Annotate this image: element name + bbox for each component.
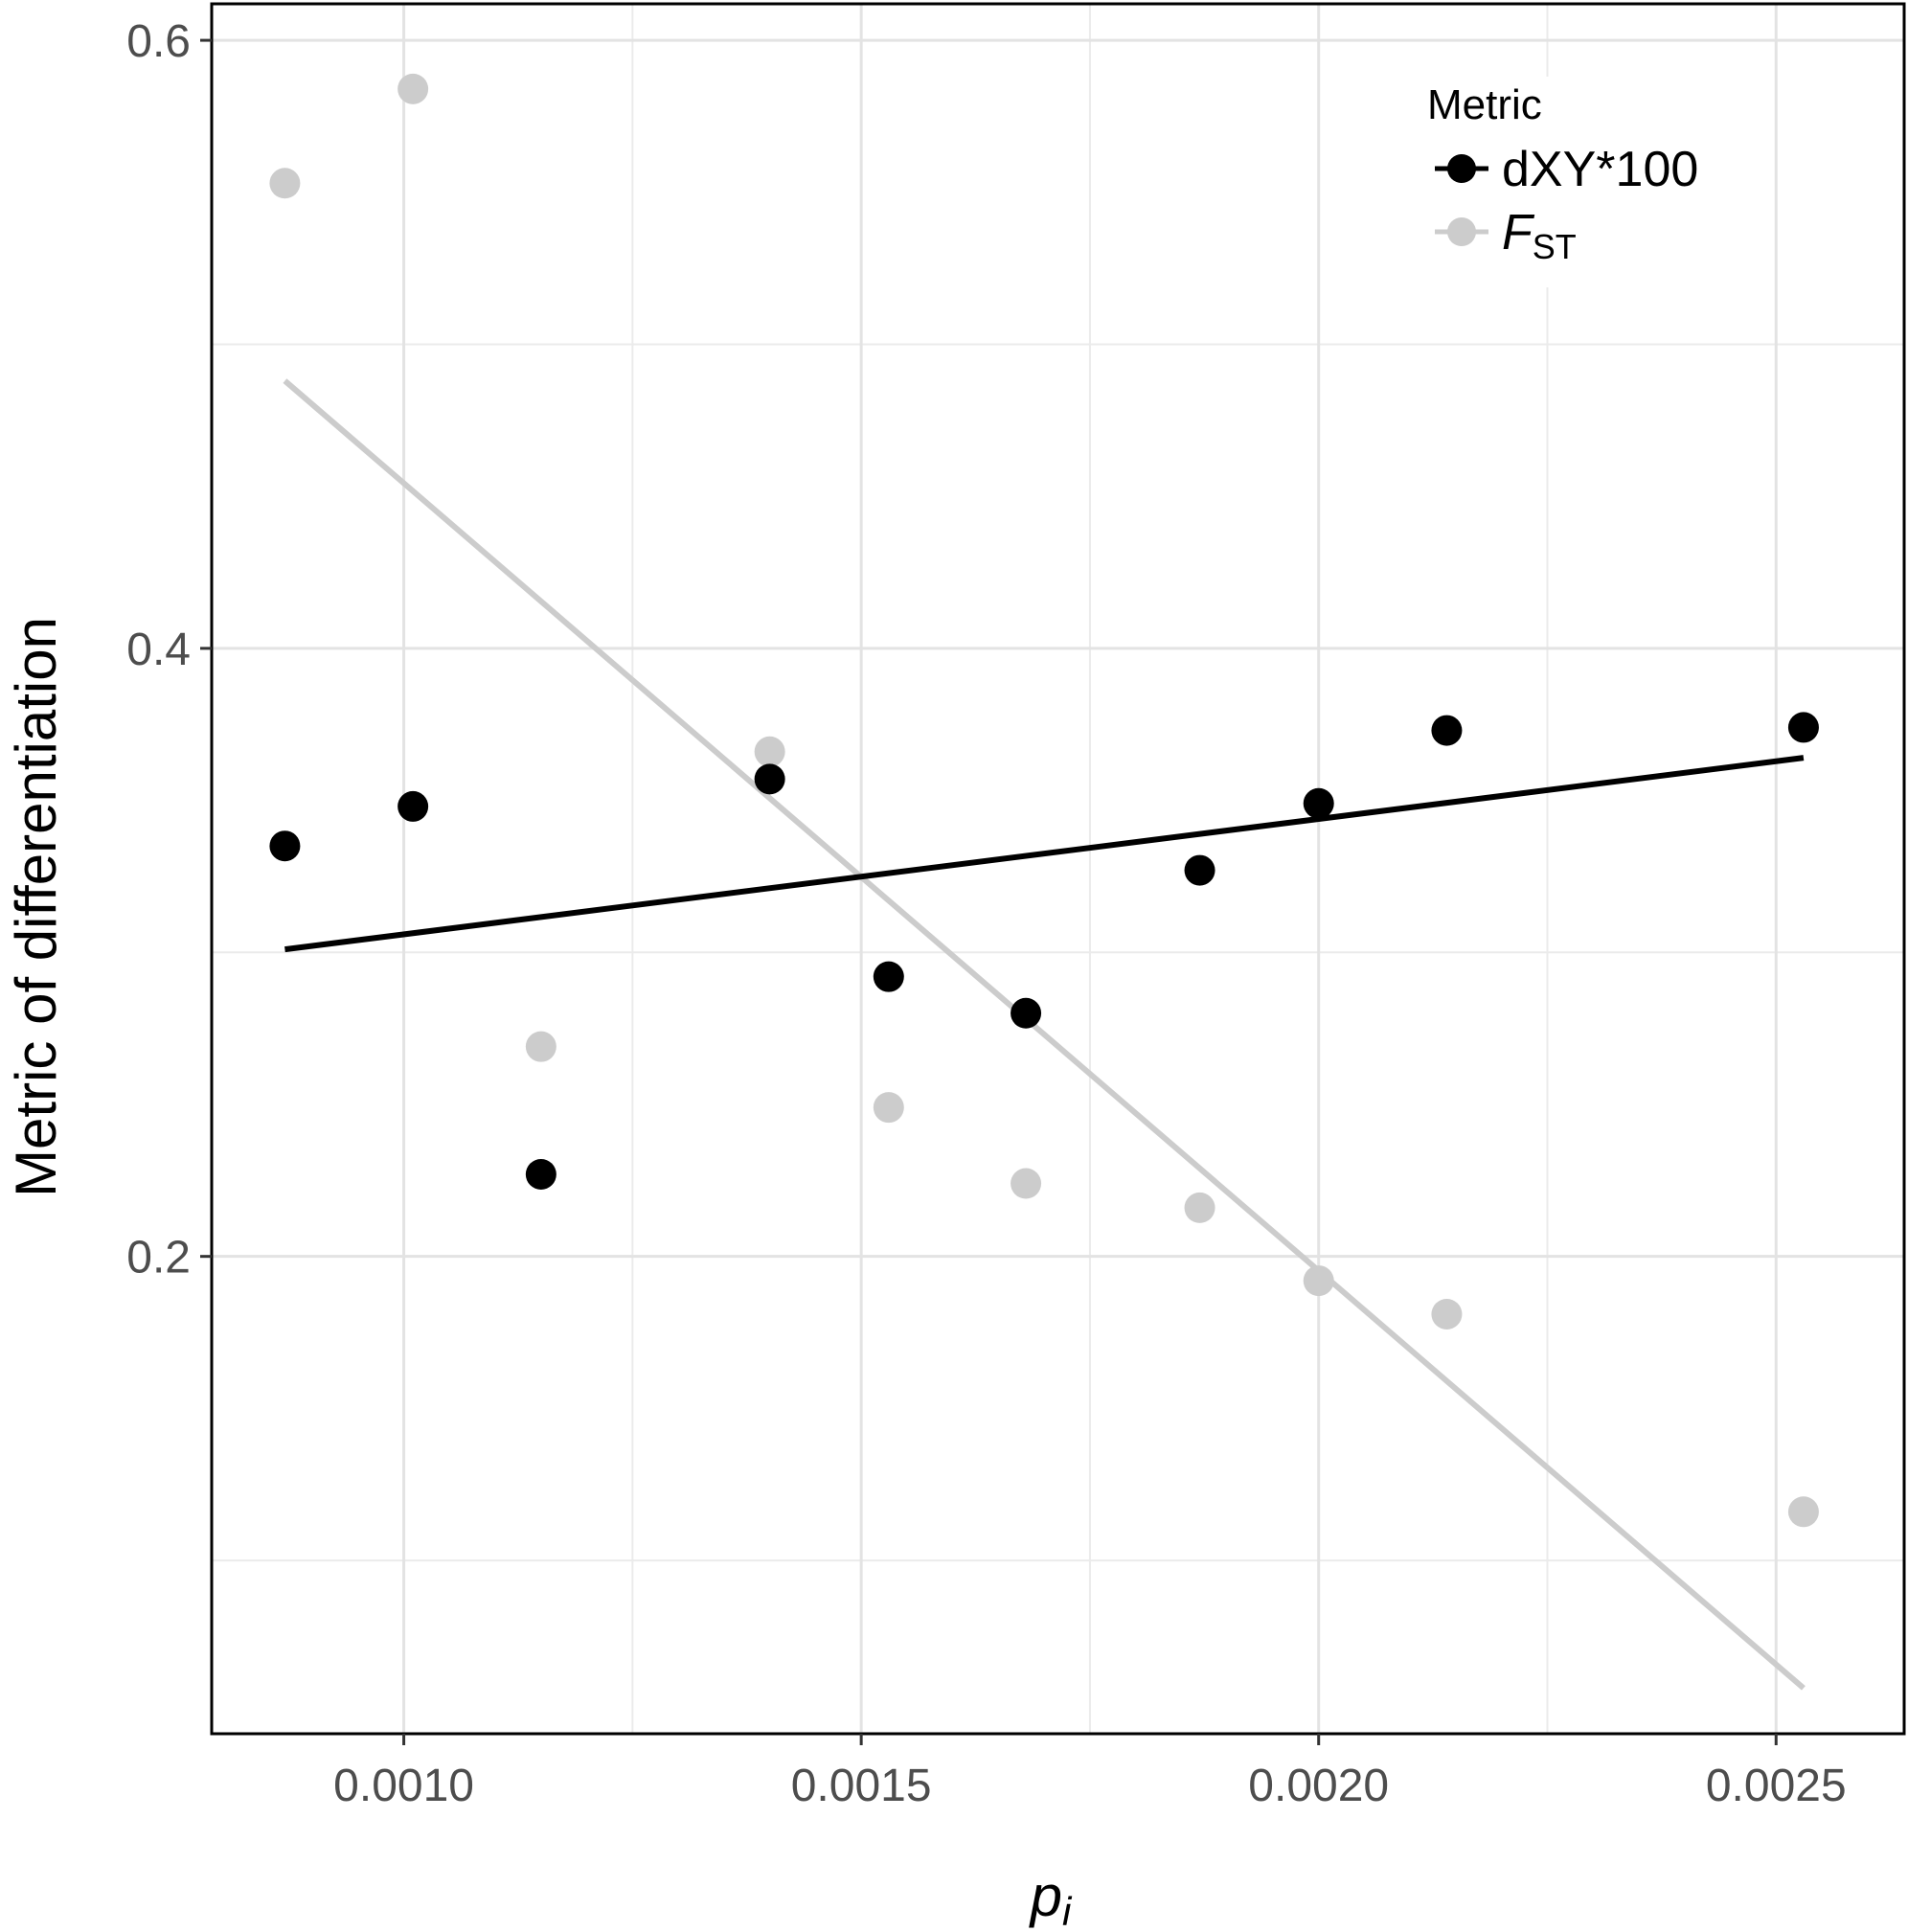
legend-label-dxy: dXY*100 xyxy=(1502,142,1698,197)
point-dxy-100-3 xyxy=(754,763,785,795)
point-f-st-8 xyxy=(1431,1298,1463,1330)
legend-key-dot-fst xyxy=(1447,217,1476,246)
x-axis: 0.0010 0.0015 0.0020 0.0025 xyxy=(333,1734,1847,1811)
y-tick-label-1: 0.4 xyxy=(126,625,191,675)
legend-key-dot-dxy xyxy=(1447,154,1476,183)
trend-line-dxy-100 xyxy=(284,755,1805,953)
y-tick-label-2: 0.6 xyxy=(126,16,191,67)
x-tick-label-1: 0.0015 xyxy=(791,1761,932,1811)
legend-title: Metric xyxy=(1427,81,1542,128)
x-tick-label-0: 0.0010 xyxy=(333,1761,474,1811)
point-dxy-100-2 xyxy=(525,1158,556,1190)
point-dxy-100-8 xyxy=(1431,715,1463,746)
point-f-st-7 xyxy=(1303,1265,1334,1297)
point-dxy-100-1 xyxy=(398,790,429,822)
point-f-st-3 xyxy=(754,736,785,767)
point-f-st-6 xyxy=(1184,1192,1215,1223)
point-dxy-100-5 xyxy=(1011,997,1042,1029)
point-dxy-100-0 xyxy=(269,830,301,862)
panel-border xyxy=(210,2,1906,1736)
point-f-st-5 xyxy=(1011,1168,1042,1199)
data-points xyxy=(269,73,1819,1528)
point-f-st-1 xyxy=(398,73,429,104)
point-dxy-100-7 xyxy=(1303,787,1334,819)
legend-label-fst: FST xyxy=(1502,205,1577,266)
y-axis: 0.2 0.4 0.6 xyxy=(126,16,212,1284)
point-dxy-100-9 xyxy=(1787,712,1819,743)
trend-line-f-st xyxy=(283,378,1806,1691)
x-tick-label-2: 0.0020 xyxy=(1248,1761,1389,1811)
legend: Metric dXY*100 FST xyxy=(1416,77,1698,287)
x-axis-title: pi xyxy=(1029,1864,1073,1932)
point-f-st-2 xyxy=(525,1031,556,1062)
y-axis-title: Metric of differentiation xyxy=(4,617,68,1197)
x-axis-title-subscript: i xyxy=(1062,1889,1073,1932)
y-tick-label-0: 0.2 xyxy=(126,1233,191,1284)
trend-lines xyxy=(283,378,1806,1691)
x-tick-label-3: 0.0025 xyxy=(1706,1761,1847,1811)
point-f-st-4 xyxy=(873,1092,904,1124)
point-dxy-100-4 xyxy=(873,961,904,992)
point-f-st-0 xyxy=(269,168,301,199)
grid-minor xyxy=(212,4,1904,1734)
point-dxy-100-6 xyxy=(1184,854,1215,886)
grid-major xyxy=(212,4,1904,1734)
point-f-st-9 xyxy=(1787,1496,1819,1528)
